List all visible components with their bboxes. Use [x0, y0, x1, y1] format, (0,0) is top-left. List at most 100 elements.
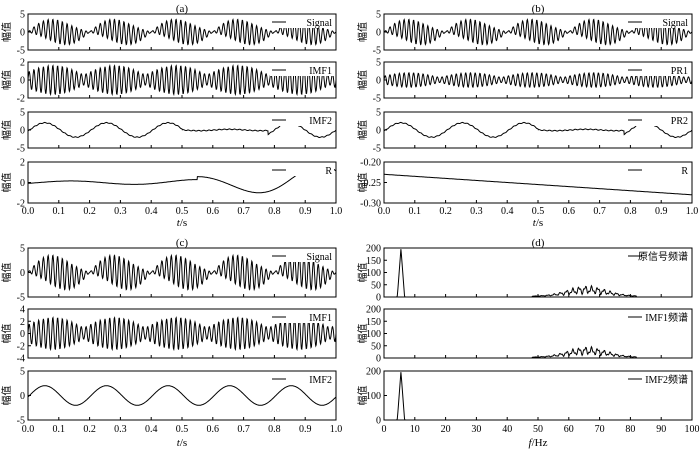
x-axis-label: t/s: [533, 217, 543, 229]
legend-bg: [626, 373, 690, 385]
y-tick-label: 0: [20, 329, 25, 340]
x-tick-label: 0.8: [268, 424, 281, 435]
x-axis-variable: t: [177, 217, 181, 229]
y-tick-label: 0: [376, 354, 381, 365]
y-axis-label: 幅值: [0, 70, 13, 90]
x-axis-unit: /s: [180, 437, 187, 449]
series-line: [384, 345, 692, 359]
legend-entry: PR1: [671, 66, 688, 77]
legend-bg: [626, 64, 690, 76]
subplot-a-4: 2 0 -2 幅值 R: [0, 158, 337, 210]
x-tick-label: 40: [502, 424, 512, 435]
legend-bg: [270, 164, 334, 176]
y-axis-label: 幅值: [356, 263, 369, 283]
y-axis-label: 幅值: [356, 22, 369, 42]
legend-bg: [270, 373, 334, 385]
y-tick-label: 0: [376, 126, 381, 137]
x-tick-label: 0.1: [409, 206, 422, 217]
x-tick-label: 80: [625, 424, 635, 435]
x-axis-label: f/Hz: [529, 437, 548, 449]
y-tick-label: 0: [376, 416, 381, 427]
x-tick-label: 0.5: [176, 206, 189, 217]
legend-entry: Signal: [662, 18, 688, 29]
y-tick-label: 0: [376, 293, 381, 304]
legend-entry: IMF2: [309, 116, 332, 127]
legend-entry: Signal: [306, 252, 332, 263]
x-tick-label: 0.9: [655, 206, 668, 217]
y-axis-label: 幅值: [0, 263, 13, 283]
y-axis-label: 幅值: [0, 120, 13, 140]
y-tick-label: 150: [366, 317, 381, 328]
legend-entry: R: [681, 166, 688, 177]
panel-a: (a) 5 0 -5 幅值 Signal 2 0 -2 幅值 IMF1 5 0 -5 幅值 IMF2 2 0 -2 幅…: [0, 3, 342, 229]
legend-bg: [626, 16, 690, 28]
panel-label-c: (c): [176, 237, 189, 249]
subplot-c-2: 420-2 -4 幅值 IMF1: [0, 305, 337, 365]
subplot-b-2: 5 0 -5 幅值 PR1: [356, 58, 693, 105]
series-line: [384, 173, 692, 196]
series-line: [384, 249, 692, 298]
y-tick-label: 5: [20, 108, 25, 119]
y-tick-label: -4: [17, 354, 25, 365]
y-tick-label: -0.25: [360, 178, 381, 189]
panel-d: (d)200150100500幅值原信号频谱200150100500幅值IMF1…: [356, 237, 700, 449]
y-axis-label: 幅值: [356, 324, 369, 344]
x-tick-label: 0.6: [207, 206, 220, 217]
x-tick-label: 0.0: [22, 206, 35, 217]
y-tick-label: -0.20: [360, 158, 381, 169]
y-tick-label: -5: [373, 46, 381, 57]
x-tick-label: 0.7: [593, 206, 606, 217]
y-axis-label: 幅值: [356, 70, 369, 90]
y-tick-label: 5: [376, 10, 381, 21]
legend-bg: [626, 114, 690, 126]
x-tick-label: 0.2: [83, 424, 96, 435]
y-tick-label: 0: [376, 76, 381, 87]
x-axis-label: t/s: [177, 217, 187, 229]
y-axis-label: 幅值: [0, 22, 13, 42]
y-tick-label: -2: [17, 94, 25, 105]
x-tick-label: 0.8: [268, 206, 281, 217]
x-tick-label: 0.0: [378, 206, 391, 217]
y-tick-label: 2: [20, 158, 25, 169]
x-tick-label: 0.5: [176, 424, 189, 435]
y-tick-label: 0: [20, 268, 25, 279]
series-line: [384, 372, 692, 421]
x-tick-label: 10: [410, 424, 420, 435]
legend-entry: PR2: [671, 116, 688, 127]
y-tick-label: -5: [17, 416, 25, 427]
x-axis-label: t/s: [177, 437, 187, 449]
subplot-a-2: 2 0 -2 幅值 IMF1: [0, 58, 337, 105]
y-tick-label: -2: [17, 341, 25, 352]
legend-entry: IMF2频谱: [645, 373, 688, 386]
subplot-a-3: 5 0 -5 幅值 IMF2: [0, 108, 337, 155]
x-tick-label: 0.7: [237, 206, 250, 217]
y-tick-label: 5: [376, 108, 381, 119]
y-tick-label: -5: [17, 46, 25, 57]
x-tick-label: 0.8: [624, 206, 637, 217]
y-tick-label: 0: [376, 28, 381, 39]
x-axis-variable: t: [177, 437, 181, 449]
y-tick-label: -2: [17, 199, 25, 210]
y-tick-label: 0: [20, 126, 25, 137]
x-tick-label: 0.4: [501, 206, 514, 217]
y-tick-label: 2: [20, 317, 25, 328]
y-axis-label: 幅值: [0, 386, 13, 406]
legend-entry: 原信号频谱: [638, 250, 688, 263]
x-tick-label: 1.0: [686, 206, 699, 217]
y-tick-label: -5: [373, 94, 381, 105]
x-axis-unit: /s: [536, 217, 543, 229]
y-axis-label: 幅值: [0, 173, 13, 193]
y-tick-label: 5: [20, 244, 25, 255]
x-tick-label: 0.9: [299, 424, 312, 435]
legend-bg: [270, 114, 334, 126]
series-line: [27, 164, 337, 194]
x-tick-label: 20: [441, 424, 451, 435]
x-tick-label: 30: [471, 424, 481, 435]
panel-label-d: (d): [532, 237, 545, 249]
x-tick-label: 70: [595, 424, 605, 435]
y-tick-label: -5: [17, 144, 25, 155]
subplot-b-4: -0.20 -0.25 -0.30 幅值 R: [356, 158, 693, 210]
